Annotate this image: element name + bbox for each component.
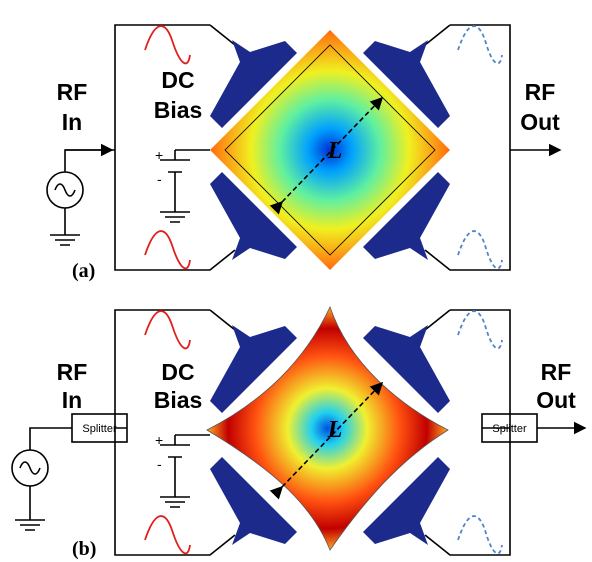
minus: - (157, 456, 162, 472)
rf-out: Out (536, 387, 576, 413)
ac-symbol (20, 462, 40, 474)
splitter-label: Splitter (82, 423, 117, 435)
panel-label: (b) (72, 538, 96, 560)
dc-bias: Bias (154, 97, 203, 123)
panel-b: L Splitter Splitter RF In DC Bias RF Out… (12, 307, 585, 560)
source-wire (50, 150, 115, 245)
plus: + (155, 147, 163, 163)
dc-bias: Bias (154, 387, 203, 413)
plus: + (155, 432, 163, 448)
rf-in: In (62, 109, 82, 135)
rf-in: In (62, 387, 82, 413)
splitter-label: Splitter (492, 423, 527, 435)
rf-out: RF (525, 79, 556, 105)
source-wire (15, 428, 127, 530)
length-label: L (327, 417, 343, 443)
ac-symbol (55, 184, 75, 196)
minus: - (157, 171, 162, 187)
dc-bias: DC (161, 67, 194, 93)
rf-out: Out (520, 109, 560, 135)
rf-out: RF (541, 359, 572, 385)
panel-label: (a) (72, 260, 95, 282)
rf-in: RF (57, 79, 88, 105)
figure: L RF In DC Bias RF Out + - (a) L Splitte… (0, 0, 592, 562)
length-label: L (327, 138, 343, 164)
dc-bias: DC (161, 359, 194, 385)
rf-in: RF (57, 359, 88, 385)
panel-a: L RF In DC Bias RF Out + - (a) (47, 25, 560, 282)
